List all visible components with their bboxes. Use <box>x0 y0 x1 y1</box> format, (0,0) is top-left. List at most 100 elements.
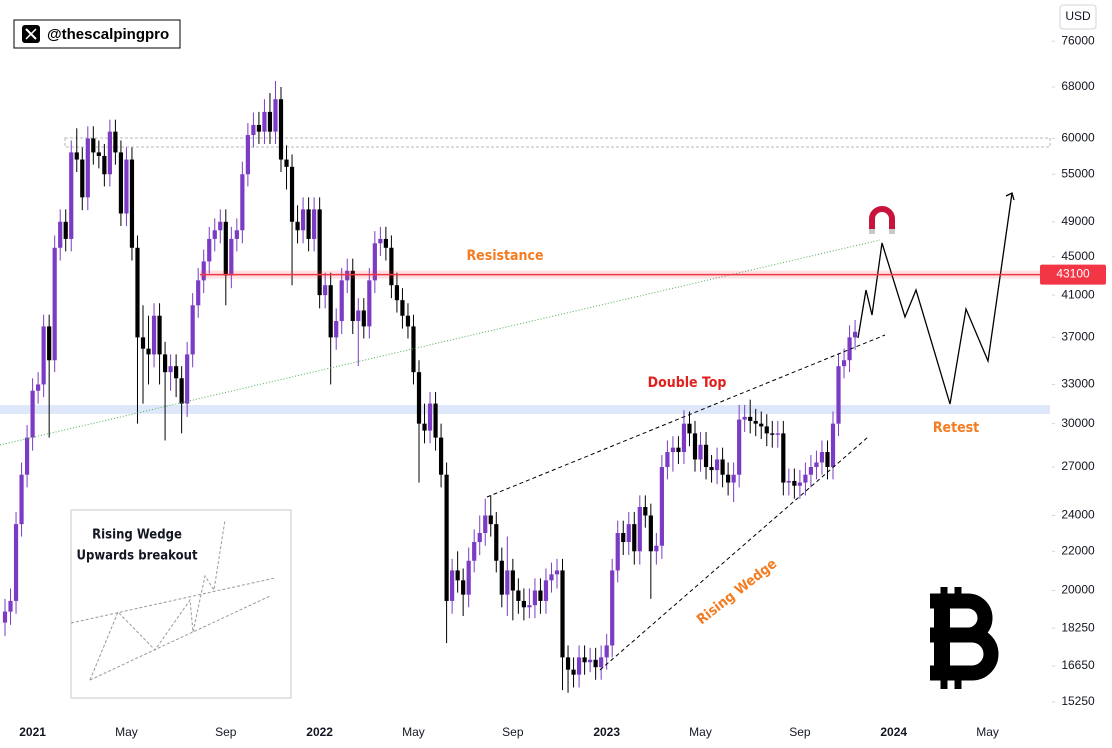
x-tick-label: Sep <box>215 725 237 739</box>
candle-body <box>383 238 388 248</box>
x-tick-label: 2024 <box>880 725 907 739</box>
wedge-upper <box>486 334 886 498</box>
candle-body <box>737 419 742 475</box>
candle-body <box>107 131 112 175</box>
candle-body <box>422 423 427 431</box>
candle-body <box>560 570 565 658</box>
candle-body <box>582 657 587 663</box>
candle-body <box>245 135 250 175</box>
candle-body <box>13 524 19 601</box>
x-tick-label: May <box>402 725 425 739</box>
candle-body <box>775 433 780 435</box>
candle-body <box>36 384 41 391</box>
candle-body <box>372 243 377 281</box>
candle-body <box>135 247 140 338</box>
candle-body <box>312 209 317 239</box>
candle-body <box>565 657 571 670</box>
candle-body <box>300 209 306 231</box>
y-tick-label: 76000 <box>1061 33 1095 47</box>
candle-body <box>654 545 659 552</box>
candle-body <box>273 99 278 132</box>
candle-body <box>742 416 747 420</box>
y-tick-label: 60000 <box>1061 131 1095 145</box>
candle-body <box>455 570 460 581</box>
candle-body <box>162 354 168 373</box>
candle-body <box>797 482 802 486</box>
candle-body <box>604 645 609 658</box>
candle-body <box>179 378 184 404</box>
resistance-label: Resistance <box>466 248 543 264</box>
candle-body <box>212 230 217 239</box>
candle-body <box>345 270 350 281</box>
wedge-lower <box>599 436 869 671</box>
inset-title: Rising Wedge <box>92 528 182 543</box>
candle-body <box>847 337 852 361</box>
candle-body <box>759 423 764 427</box>
candle-body <box>632 524 637 552</box>
candle-body <box>803 474 808 483</box>
watermark: @thescalpingpro <box>13 19 181 49</box>
inset: Rising Wedge Upwards breakout <box>70 509 292 699</box>
candle-body <box>527 605 532 608</box>
retest-zone <box>0 405 1050 414</box>
candle-body <box>47 326 52 361</box>
candle-body <box>852 331 858 338</box>
candle-body <box>726 474 731 483</box>
candle-body <box>334 321 339 338</box>
candle-body <box>251 124 256 136</box>
candle-body <box>124 159 129 214</box>
candle-body <box>643 506 648 516</box>
y-tick-label: 41000 <box>1061 287 1095 301</box>
y-tick-label: 18250 <box>1061 620 1095 634</box>
candle-body <box>69 152 74 239</box>
candle-body <box>814 462 819 468</box>
candle-body <box>129 159 135 248</box>
candle-body <box>576 657 582 675</box>
candle-body <box>218 221 223 231</box>
candle-body <box>676 447 681 453</box>
candle-body <box>223 221 228 276</box>
candle-body <box>626 524 631 543</box>
candle-body <box>24 437 30 475</box>
candle-body <box>113 131 118 153</box>
candle-body <box>140 337 146 349</box>
y-tick-label: 49000 <box>1061 214 1095 228</box>
candle-body <box>267 111 273 132</box>
candle-body <box>714 459 720 471</box>
candle-body <box>505 570 510 595</box>
candle-body <box>168 366 173 373</box>
candle-body <box>753 420 758 424</box>
candle-body <box>411 326 416 373</box>
candle-body <box>477 532 482 543</box>
candle-body <box>692 433 698 460</box>
retest-label: Retest <box>933 420 979 436</box>
candle-body <box>841 360 847 367</box>
candle-body <box>709 467 714 471</box>
candle-body <box>483 515 488 533</box>
candle-body <box>394 285 400 301</box>
candle-body <box>472 542 477 561</box>
candle-body <box>593 659 598 668</box>
candles <box>2 80 858 693</box>
candle-body <box>494 524 499 561</box>
wedge-label: Rising Wedge <box>694 556 780 628</box>
candle-body <box>201 261 206 281</box>
candle-body <box>665 452 670 468</box>
candle-body <box>400 300 405 316</box>
supply-zone <box>64 137 1051 148</box>
y-tick-label: 33000 <box>1061 377 1095 391</box>
candle-body <box>328 285 333 338</box>
candle-body <box>52 247 57 361</box>
candle-body <box>770 433 775 435</box>
candle-body <box>731 474 736 483</box>
candle-body <box>510 570 515 591</box>
candle-body <box>157 315 162 355</box>
candle-body <box>361 310 366 327</box>
candle-body <box>30 390 35 438</box>
candle-body <box>781 433 786 483</box>
candle-body <box>698 444 703 460</box>
y-tick-label: 68000 <box>1061 79 1095 93</box>
candle-body <box>461 580 466 595</box>
candle-body <box>416 372 422 424</box>
candle-body <box>648 515 653 552</box>
